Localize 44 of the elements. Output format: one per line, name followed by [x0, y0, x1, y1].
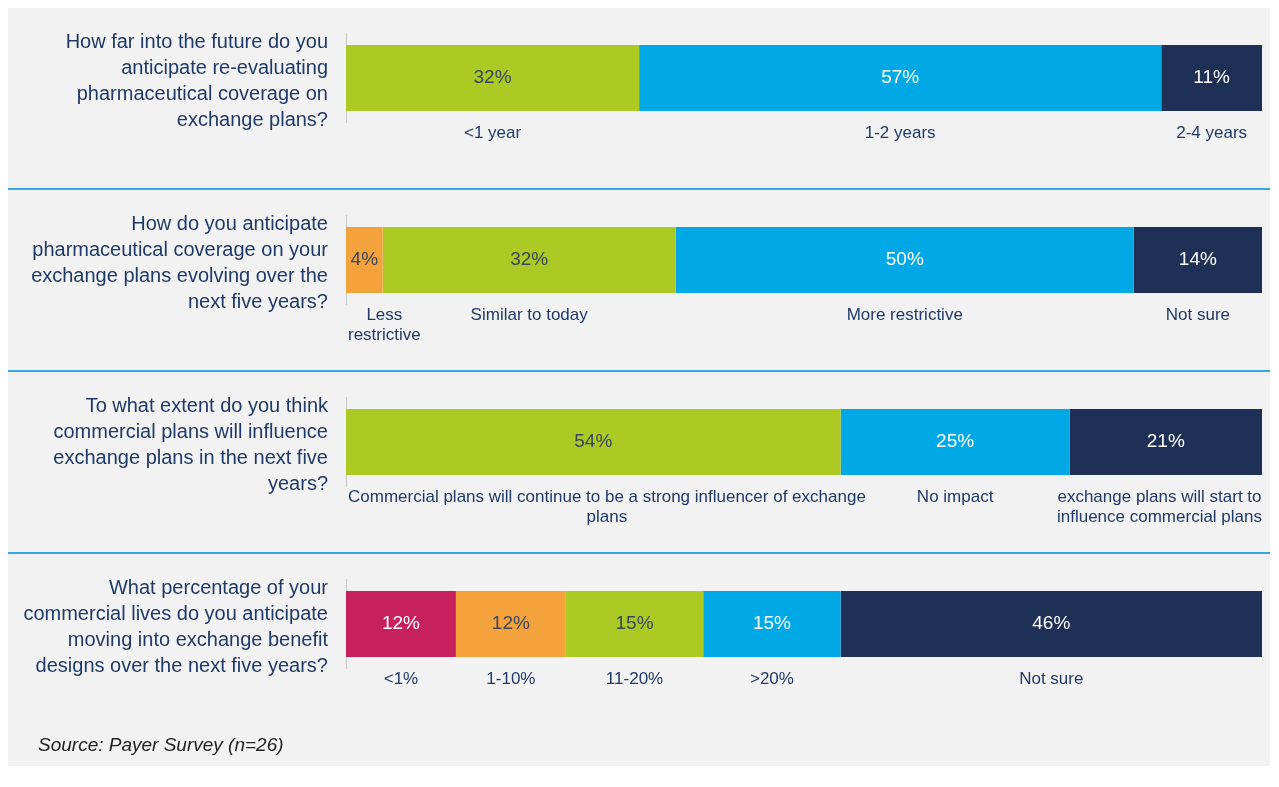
data-label: 15%	[752, 612, 792, 634]
bar	[455, 591, 566, 657]
data-label: 25%	[936, 430, 975, 452]
series-label: exchange plans will start to influence commercial plans	[1056, 487, 1262, 527]
bar	[1133, 227, 1262, 293]
series-label: Similar to today	[470, 305, 589, 325]
source-note: Source: Payer Survey (n=26)	[37, 734, 285, 757]
series-label: >20%	[749, 669, 794, 689]
series-label: No impact	[916, 487, 994, 507]
series-label: Commercial plans will continue to be a strong influencer of exchange plans	[348, 487, 866, 527]
series-label: Less restrictive	[348, 305, 421, 345]
bar	[346, 227, 383, 293]
bar	[346, 591, 456, 657]
data-label: 11%	[1193, 66, 1231, 88]
bar	[382, 227, 676, 293]
data-label: 21%	[1146, 430, 1185, 452]
series-label: Not sure	[1019, 669, 1084, 689]
series-label: 2-4 years	[1176, 123, 1248, 143]
data-label: 32%	[510, 248, 549, 270]
bar	[703, 591, 841, 657]
series-label: 1-2 years	[864, 123, 936, 143]
text: How far into the future do you anticipate re-evaluating pharmaceutical coverage on exchange plans?	[64, 29, 329, 132]
text: To what extent do you think commercial plans will influence exchange plans in the next five years?	[52, 393, 329, 496]
bar	[840, 591, 1262, 657]
series-label: More restrictive	[846, 305, 963, 325]
text: What percentage of your commercial lives do you anticipate moving into exchange benefit designs over the next five years?	[22, 575, 329, 678]
data-label: 57%	[881, 66, 920, 88]
data-label: 12%	[381, 612, 421, 634]
data-label: 46%	[1032, 612, 1071, 634]
data-label: 32%	[473, 66, 512, 88]
series-label: <1%	[383, 669, 419, 689]
bar	[565, 591, 704, 657]
series-label: 1-10%	[486, 669, 536, 689]
series-label: <1 year	[463, 123, 522, 143]
series-label: Not sure	[1165, 305, 1231, 325]
text: How do you anticipate pharmaceutical coverage on your exchange plans evolving over the next five years?	[30, 211, 329, 314]
series-label: 11-20%	[605, 669, 664, 689]
data-label: 4%	[350, 248, 379, 270]
data-label: 15%	[615, 612, 654, 634]
data-label: 54%	[574, 430, 613, 452]
data-label: 12%	[491, 612, 530, 634]
data-label: 14%	[1178, 248, 1217, 270]
bar	[675, 227, 1134, 293]
data-label: 50%	[885, 248, 924, 270]
